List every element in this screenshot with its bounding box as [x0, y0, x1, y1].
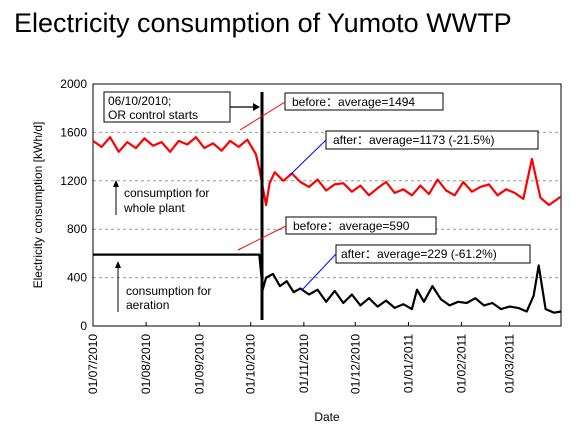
y-tick-label: 1200: [60, 174, 87, 188]
label-whole-plant-arrowhead: [113, 180, 119, 187]
annotation-date-line2: OR control starts: [108, 108, 198, 122]
annotation-after-whole: after：average=1173 (-21.5%): [333, 133, 495, 147]
annotation-before-whole-leader: [239, 101, 286, 131]
label-aeration-arrowhead: [115, 261, 121, 268]
series-line-whole-plant: [92, 136, 562, 207]
annotation-before-aeration-leader: [237, 225, 287, 251]
y-tick-label: 0: [80, 319, 87, 333]
annotation-after-whole-leader: [289, 139, 327, 176]
label-aeration-box: [122, 283, 244, 314]
label-whole-plant-line1: consumption for: [124, 186, 209, 200]
page-title: Electricity consumption of Yumoto WWTP: [14, 8, 512, 38]
annotation-before-whole-box: [284, 92, 444, 111]
label-aeration-line1: consumption for: [126, 284, 211, 298]
y-axis-label: Electricity consumption [kWh/d]: [31, 122, 45, 289]
x-tick-label: 01/01/2011: [401, 334, 415, 393]
annotation-before-whole: before：average=1494: [292, 95, 415, 109]
x-tick-label: 01/09/2010: [192, 334, 206, 394]
annotation-date-box: [103, 91, 231, 123]
y-tick-label: 400: [67, 271, 87, 285]
label-whole-plant-box: [120, 184, 244, 215]
annotation-date-line1: 06/10/2010;: [108, 94, 171, 108]
x-tick-label: 01/10/2010: [244, 334, 258, 394]
annotation-after-aeration: after：average=229 (-61.2%): [341, 247, 497, 261]
annotation-date-arrowhead: [253, 103, 260, 111]
x-tick-label: 01/11/2010: [297, 334, 311, 393]
label-whole-plant-line2: whole plant: [123, 201, 185, 215]
x-tick-label: 01/07/2010: [86, 334, 100, 394]
y-tick-label: 800: [67, 222, 87, 236]
x-tick-label: 01/08/2010: [139, 334, 153, 394]
x-tick-labels: 01/07/2010 01/08/2010 01/09/2010 01/10/2010…: [86, 322, 517, 394]
x-tick-label: 01/02/2011: [455, 334, 469, 393]
y-tick-label: 1600: [60, 125, 87, 139]
y-tick-label: 2000: [60, 77, 87, 91]
annotation-before-aeration: before：average=590: [293, 219, 410, 233]
plot-area-border: [92, 83, 562, 327]
x-tick-label: 01/03/2011: [503, 334, 517, 393]
x-tick-label: 01/12/2010: [348, 334, 362, 394]
label-aeration-line2: aeration: [126, 298, 169, 312]
annotation-after-aeration-leader: [301, 253, 337, 291]
annotation-before-aeration-box: [285, 216, 437, 235]
y-tick-labels: 0 400 800 1200 1600 2000: [60, 77, 87, 333]
x-axis-label: Date: [314, 410, 340, 424]
